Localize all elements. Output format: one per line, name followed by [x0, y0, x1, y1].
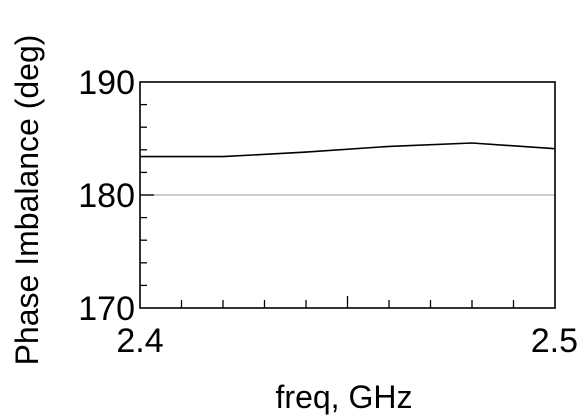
x-tick-label: 2.5 [531, 322, 578, 360]
x-tick-label: 2.4 [116, 322, 163, 360]
y-tick-label: 170 [78, 290, 135, 328]
x-axis-label: freq, GHz [276, 379, 413, 415]
axes-layer: 170 180 190 2.4 2.5 [78, 64, 578, 360]
y-axis-label: Phase Imbalance (deg) [9, 35, 45, 366]
series-line-0 [140, 142, 556, 158]
y-tick-label: 180 [78, 177, 135, 215]
y-tick-label: 190 [78, 64, 135, 102]
label-layer: freq, GHz Phase Imbalance (deg) [9, 35, 412, 415]
series-layer [140, 142, 556, 158]
